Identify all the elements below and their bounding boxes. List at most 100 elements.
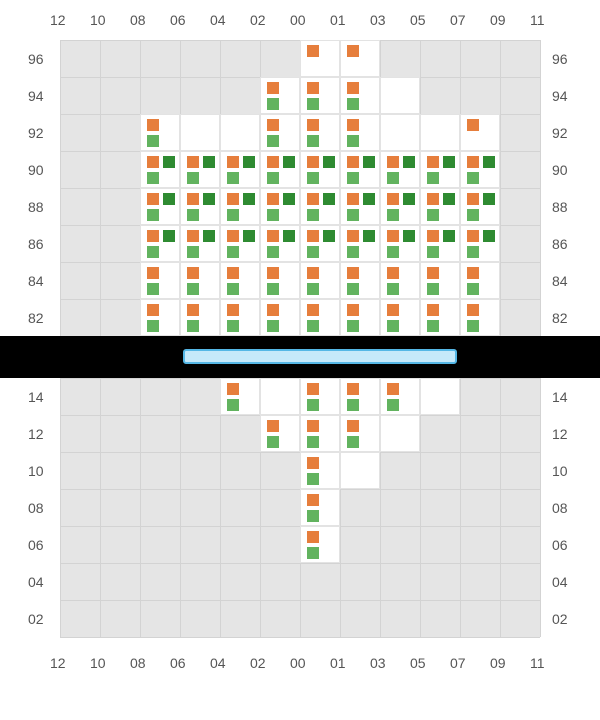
green_dark-marker: [243, 156, 255, 168]
grid-line-v: [420, 378, 421, 637]
orange-marker: [347, 230, 359, 242]
bottom-y-axis-label-left: 14: [28, 389, 44, 405]
green_light-marker: [427, 172, 439, 184]
grid-line-v: [100, 378, 101, 637]
data-cell: [300, 452, 340, 489]
orange-marker: [307, 457, 319, 469]
green_light-marker: [267, 135, 279, 147]
green_dark-marker: [443, 156, 455, 168]
data-cell: [380, 299, 420, 336]
green_light-marker: [387, 172, 399, 184]
top-x-axis-label: 01: [330, 12, 346, 28]
data-cell: [180, 262, 220, 299]
orange-marker: [267, 304, 279, 316]
grid-panel-top: [60, 40, 540, 336]
data-cell: [340, 40, 380, 77]
grid-line-h: [60, 563, 540, 564]
green_light-marker: [147, 246, 159, 258]
orange-marker: [147, 304, 159, 316]
top-x-axis-label: 04: [210, 12, 226, 28]
bottom-x-axis-label: 05: [410, 655, 426, 671]
orange-marker: [387, 383, 399, 395]
orange-marker: [387, 267, 399, 279]
orange-marker: [267, 420, 279, 432]
green_dark-marker: [203, 230, 215, 242]
orange-marker: [267, 193, 279, 205]
data-cell: [300, 114, 340, 151]
green_dark-marker: [363, 156, 375, 168]
orange-marker: [347, 45, 359, 57]
green_dark-marker: [443, 230, 455, 242]
orange-marker: [307, 420, 319, 432]
green_dark-marker: [483, 156, 495, 168]
data-cell: [260, 151, 300, 188]
orange-marker: [307, 45, 319, 57]
top-x-axis-label: 02: [250, 12, 266, 28]
data-cell: [340, 188, 380, 225]
root-container: 1210080604020001030507091112100806040200…: [0, 0, 600, 720]
bottom-y-axis-label-left: 10: [28, 463, 44, 479]
green_dark-marker: [283, 156, 295, 168]
orange-marker: [467, 230, 479, 242]
data-cell: [420, 378, 460, 415]
green_dark-marker: [203, 193, 215, 205]
grid-line-h: [60, 637, 540, 638]
bottom-y-axis-label-left: 08: [28, 500, 44, 516]
grid-panel-bottom: [60, 378, 540, 637]
bottom-y-axis-label-left: 04: [28, 574, 44, 590]
bottom-y-axis-label-right: 02: [552, 611, 568, 627]
green_dark-marker: [163, 156, 175, 168]
top-x-axis-label: 07: [450, 12, 466, 28]
data-cell: [340, 151, 380, 188]
data-cell: [340, 262, 380, 299]
top-y-axis-label-right: 82: [552, 310, 568, 326]
green_light-marker: [227, 320, 239, 332]
data-cell: [460, 225, 500, 262]
data-cell: [300, 489, 340, 526]
orange-marker: [347, 420, 359, 432]
data-cell: [260, 262, 300, 299]
grid-line-v: [540, 40, 541, 336]
green_light-marker: [347, 399, 359, 411]
green_light-marker: [467, 172, 479, 184]
orange-marker: [387, 156, 399, 168]
data-cell: [260, 114, 300, 151]
grid-line-v: [220, 378, 221, 637]
orange-marker: [147, 230, 159, 242]
green_light-marker: [267, 246, 279, 258]
orange-marker: [187, 304, 199, 316]
data-cell: [220, 151, 260, 188]
green_light-marker: [467, 283, 479, 295]
green_dark-marker: [283, 230, 295, 242]
green_dark-marker: [443, 193, 455, 205]
green_light-marker: [147, 320, 159, 332]
top-y-axis-label-left: 90: [28, 162, 44, 178]
green_light-marker: [187, 209, 199, 221]
top-y-axis-label-right: 86: [552, 236, 568, 252]
orange-marker: [267, 119, 279, 131]
orange-marker: [427, 156, 439, 168]
bottom-y-axis-label-right: 10: [552, 463, 568, 479]
data-cell: [220, 299, 260, 336]
orange-marker: [307, 193, 319, 205]
data-cell: [140, 225, 180, 262]
green_light-marker: [427, 283, 439, 295]
orange-marker: [267, 230, 279, 242]
green_dark-marker: [363, 230, 375, 242]
orange-marker: [147, 156, 159, 168]
orange-marker: [267, 267, 279, 279]
top-y-axis-label-right: 94: [552, 88, 568, 104]
data-cell: [300, 415, 340, 452]
green_dark-marker: [323, 230, 335, 242]
data-cell: [260, 225, 300, 262]
green_dark-marker: [163, 193, 175, 205]
green_dark-marker: [483, 193, 495, 205]
orange-marker: [147, 267, 159, 279]
orange-marker: [387, 304, 399, 316]
green_light-marker: [307, 172, 319, 184]
grid-line-v: [140, 378, 141, 637]
green_light-marker: [147, 283, 159, 295]
orange-marker: [307, 383, 319, 395]
green_light-marker: [347, 209, 359, 221]
green_light-marker: [387, 320, 399, 332]
